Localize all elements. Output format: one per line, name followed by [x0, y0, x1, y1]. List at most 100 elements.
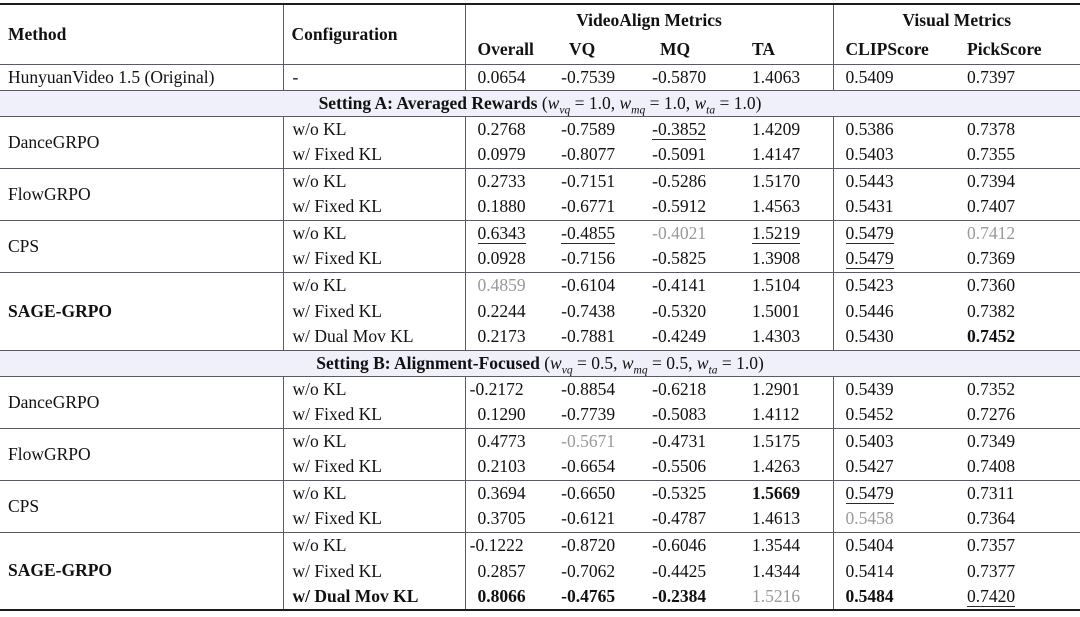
- metric-value: 1.4209: [752, 118, 801, 139]
- metric-cell: -0.6121: [557, 506, 648, 532]
- metric-value: 0.5423: [845, 274, 894, 295]
- metric-value: -0.4141: [652, 274, 707, 295]
- metric-cell: 1.4147: [740, 142, 834, 168]
- metric-value: -0.5825: [652, 248, 707, 269]
- metric-cell: -0.4021: [648, 219, 740, 246]
- metric-value: 0.5446: [845, 300, 894, 321]
- metric-value: -0.4855: [561, 222, 616, 244]
- metric-value: 0.5439: [845, 378, 894, 399]
- metric-value: -0.4787: [652, 508, 707, 529]
- metric-cell: -0.2384: [648, 584, 740, 610]
- metric-cell: 1.2901: [740, 375, 834, 402]
- metric-cell: -0.4855: [557, 219, 648, 246]
- metric-value: -0.8854: [561, 378, 616, 399]
- metric-value: -0.3852: [652, 118, 707, 140]
- metric-value: 0.5404: [845, 534, 894, 555]
- metric-value: 0.3705: [477, 508, 526, 529]
- metric-cell: 0.5403: [833, 427, 956, 454]
- metric-cell: 1.4263: [740, 454, 834, 480]
- metric-cell: 1.5219: [740, 219, 834, 246]
- configuration-cell: w/o KL: [283, 531, 466, 558]
- metric-cell: -0.7589: [557, 115, 648, 142]
- configuration-cell: w/ Fixed KL: [283, 506, 466, 532]
- metric-cell: 1.4563: [740, 194, 834, 220]
- results-table: Method Configuration VideoAlign Metrics …: [0, 3, 1080, 611]
- metric-cell: 0.7364: [955, 506, 1080, 532]
- configuration-cell: w/ Fixed KL: [283, 246, 466, 272]
- metric-value: -0.8720: [561, 534, 616, 555]
- metric-cell: -0.5870: [648, 64, 740, 90]
- section-banner-row: Setting A: Averaged Rewards (wvq = 1.0, …: [0, 89, 1080, 117]
- metric-cell: -0.6104: [557, 271, 648, 298]
- column-header-method: Method: [0, 4, 284, 65]
- metric-value: -0.6104: [561, 274, 616, 295]
- method-cell: CPS: [0, 219, 284, 272]
- section-title-text: Setting B: Alignment-Focused: [316, 352, 545, 373]
- metric-cell: 0.5479: [833, 479, 956, 506]
- metric-cell: 0.7357: [955, 531, 1080, 558]
- table-row: FlowGRPO w/o KL 0.4773 -0.5671 -0.4731 1.5175…: [0, 427, 1080, 480]
- section-weights: (wvq = 0.5, wmq = 0.5, wta = 1.0): [544, 352, 764, 376]
- metric-cell: 0.5479: [833, 246, 955, 272]
- table-body: HunyuanVideo 1.5 (Original) -0.0654 -0.753…: [0, 64, 1080, 610]
- metric-value: 0.8066: [477, 586, 526, 606]
- configuration-cell: w/o KL: [283, 375, 466, 402]
- metric-value: 1.5170: [752, 170, 801, 191]
- configuration-cell: w/o KL: [283, 167, 466, 194]
- table-row: w/ Fixed KL 0.0928 -0.7156 -0.5825 1.3908 0.5…: [0, 246, 1080, 272]
- metric-value: -0.5325: [652, 482, 707, 503]
- metric-value: 0.5479: [845, 482, 894, 504]
- metric-cell: 0.5446: [833, 298, 955, 324]
- column-header-clipscore: CLIPScore: [833, 35, 956, 65]
- metric-cell: 0.1880: [465, 194, 557, 220]
- metric-cell: -0.7881: [557, 324, 648, 350]
- metric-cell: 0.7407: [955, 194, 1080, 220]
- metric-value: -0.5870: [652, 66, 707, 87]
- metric-value: 0.7360: [967, 274, 1016, 295]
- metric-cell: 1.4209: [740, 115, 834, 142]
- metric-cell: 0.3705: [465, 506, 557, 532]
- metric-value: 1.4563: [752, 196, 801, 217]
- metric-value: -0.6650: [561, 482, 616, 503]
- table-row-baseline: HunyuanVideo 1.5 (Original) -0.0654 -0.753…: [0, 64, 1080, 90]
- metric-cell: -0.5912: [648, 194, 740, 220]
- metric-cell: 0.5423: [833, 271, 956, 298]
- metric-value: 1.5104: [752, 274, 801, 295]
- metric-cell: -0.6654: [557, 454, 648, 480]
- metric-value: -0.5671: [561, 430, 616, 451]
- metric-value: 0.5403: [845, 430, 894, 451]
- metric-value: -0.6218: [652, 378, 707, 399]
- method-cell: FlowGRPO: [0, 167, 284, 220]
- column-group-visual-metrics: Visual Metrics: [902, 9, 1012, 30]
- metric-cell: 1.5216: [740, 584, 834, 610]
- metric-value: 0.2733: [477, 170, 526, 191]
- section-banner-row: Setting B: Alignment-Focused (wvq = 0.5,…: [0, 349, 1080, 377]
- metric-value: 0.7420: [967, 586, 1016, 607]
- method-cell: DanceGRPO: [0, 115, 284, 168]
- configuration-cell: w/o KL: [283, 115, 466, 142]
- metric-cell: 0.7311: [955, 479, 1080, 506]
- metric-value: 1.5001: [752, 300, 801, 321]
- table-row: CPS w/o KL 0.3694 -0.6650 -0.5325 1.5669 0.547…: [0, 479, 1080, 532]
- metric-cell: 0.5479: [833, 219, 956, 246]
- method-cell: FlowGRPO: [0, 427, 284, 480]
- metric-value: 0.5479: [845, 222, 894, 244]
- metric-value: 1.4147: [752, 144, 801, 165]
- metric-cell: 0.7355: [955, 142, 1080, 168]
- metric-value: 1.5219: [752, 222, 801, 244]
- metric-value: 0.7355: [967, 144, 1016, 165]
- metric-cell: 1.3908: [740, 246, 834, 272]
- metric-value: -0.4021: [652, 222, 707, 243]
- metric-cell: -0.5506: [648, 454, 740, 480]
- metric-cell: -0.5825: [648, 246, 740, 272]
- metric-cell: 0.7394: [955, 167, 1080, 194]
- metric-cell: -0.4425: [648, 558, 740, 584]
- metric-cell: 0.6343: [465, 219, 557, 246]
- metric-value: 0.7352: [967, 378, 1016, 399]
- configuration-cell: w/o KL: [283, 271, 466, 298]
- table-row: w/ Fixed KL 0.2857 -0.7062 -0.4425 1.4344 0.5…: [0, 558, 1080, 584]
- metric-cell: 0.2173: [465, 324, 557, 350]
- metric-value: 0.7412: [967, 222, 1016, 243]
- metric-cell: -0.7539: [557, 64, 648, 90]
- metric-value: -0.7151: [561, 170, 616, 191]
